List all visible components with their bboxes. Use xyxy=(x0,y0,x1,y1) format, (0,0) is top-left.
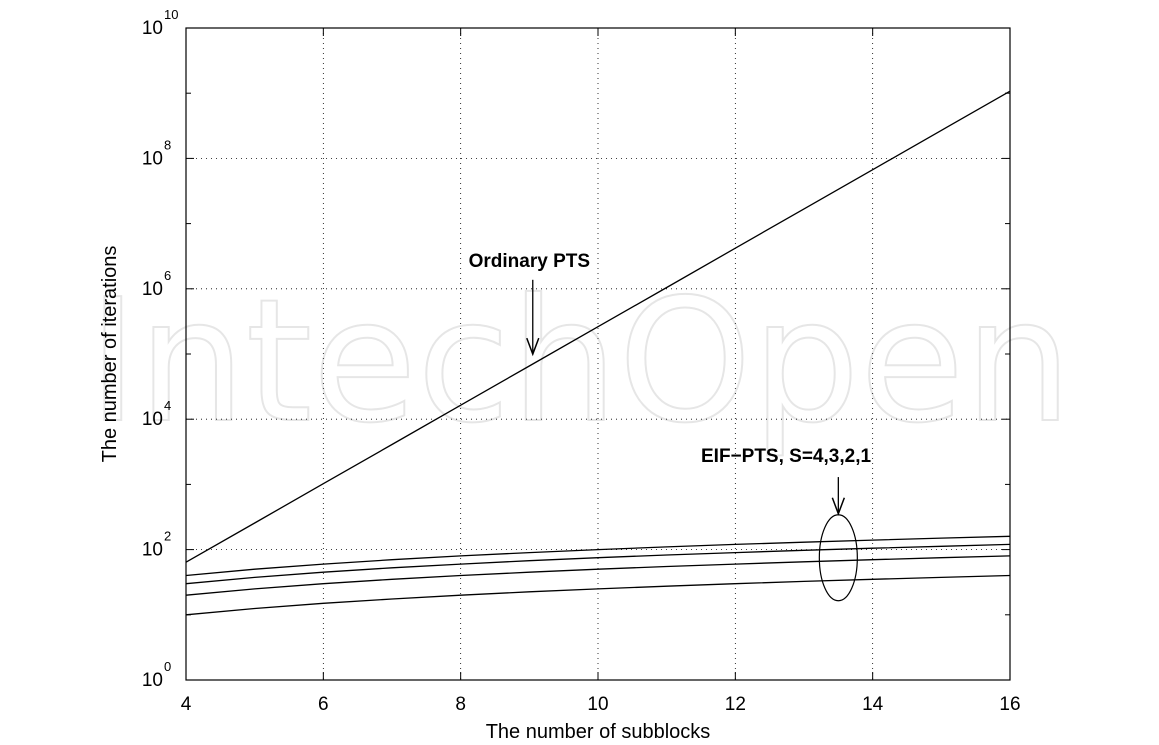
annotations: Ordinary PTS EIF−PTS, S=4,3,2,1 xyxy=(469,251,871,602)
y-tick-label: 10 xyxy=(142,279,163,300)
y-tick-exponent: 2 xyxy=(164,529,171,544)
annotation-eif-pts: EIF−PTS, S=4,3,2,1 xyxy=(701,446,871,467)
annotation-arrow-head xyxy=(526,337,540,357)
x-tick-label: 14 xyxy=(862,694,884,715)
y-tick-exponent: 6 xyxy=(164,268,171,283)
series-layer xyxy=(185,90,1011,616)
x-tick-label: 16 xyxy=(999,694,1020,715)
series-line-5 xyxy=(185,574,1011,616)
y-tick-exponent: 4 xyxy=(164,398,171,413)
series-line-4 xyxy=(185,555,1011,596)
y-tick-label: 10 xyxy=(142,18,163,39)
annotation-arrow-head xyxy=(831,497,846,516)
annotation-ellipse xyxy=(818,514,858,602)
y-tick-label: 10 xyxy=(142,148,163,169)
y-tick-exponent: 8 xyxy=(164,137,171,152)
series-line-3 xyxy=(185,543,1011,585)
y-tick-exponent: 10 xyxy=(164,7,178,22)
y-tick-label: 10 xyxy=(142,670,163,691)
x-tick-label: 4 xyxy=(181,694,192,715)
y-tick-label: 10 xyxy=(142,409,163,430)
x-tick-label: 8 xyxy=(455,694,466,715)
x-tick-label: 12 xyxy=(725,694,746,715)
y-axis-title: The number of iterations xyxy=(99,246,121,463)
watermark: IntechOpen xyxy=(88,263,1072,461)
series-line-1 xyxy=(185,90,1011,563)
y-tick-exponent: 0 xyxy=(164,659,171,674)
grid xyxy=(186,28,1010,680)
series-line-2 xyxy=(185,535,1011,577)
x-tick-label: 10 xyxy=(587,694,608,715)
x-tick-label: 6 xyxy=(318,694,329,715)
annotation-ordinary-pts: Ordinary PTS xyxy=(469,251,590,272)
x-axis-title: The number of subblocks xyxy=(486,721,711,743)
y-tick-label: 10 xyxy=(142,540,163,561)
